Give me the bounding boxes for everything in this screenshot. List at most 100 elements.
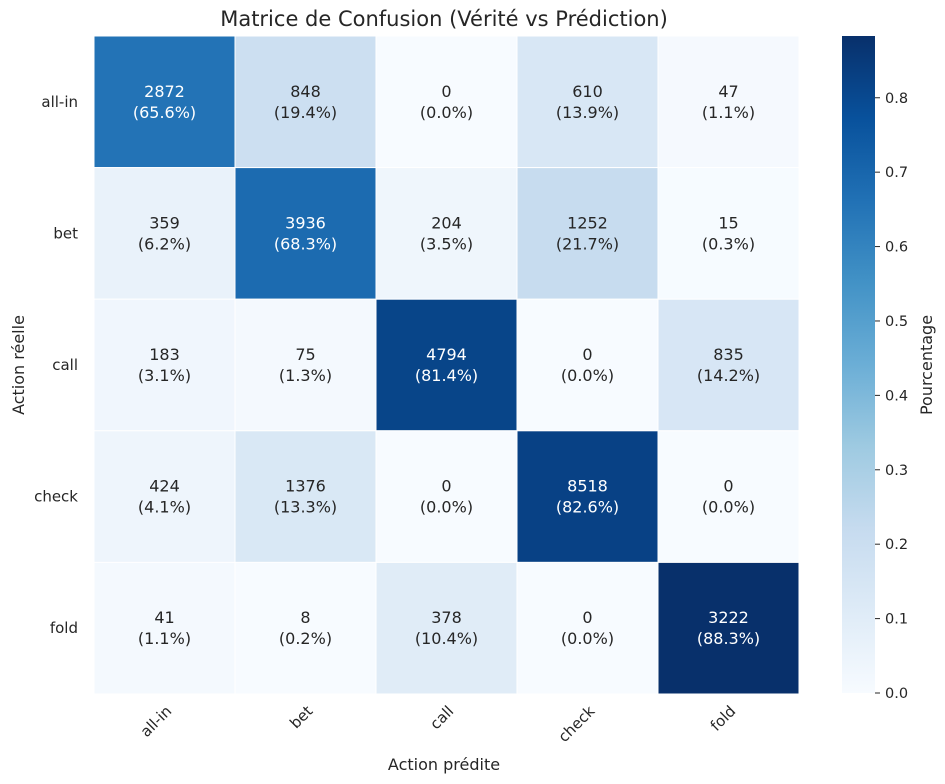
cell-count-label: 0 xyxy=(723,477,733,496)
cell-count-label: 8 xyxy=(300,608,310,627)
cell-percent-label: (65.6%) xyxy=(133,103,196,122)
y-tick-label: bet xyxy=(53,224,78,242)
cell-percent-label: (82.6%) xyxy=(556,498,619,517)
heatmap-cell xyxy=(657,298,800,432)
cell-percent-label: (13.9%) xyxy=(556,103,619,122)
y-tick-label: call xyxy=(52,356,78,374)
heatmap-cell xyxy=(657,430,800,563)
chart-title: Matrice de Confusion (Vérité vs Prédicti… xyxy=(220,7,668,31)
colorbar-label: Pourcentage xyxy=(917,315,936,415)
heatmap-cell xyxy=(657,167,800,300)
cell-percent-label: (0.0%) xyxy=(561,629,614,648)
colorbar-tick-label: 0.3 xyxy=(885,463,908,479)
cell-percent-label: (3.1%) xyxy=(138,366,191,385)
y-tick-labels: all-in bet call check fold xyxy=(34,93,78,637)
cell-percent-label: (3.5%) xyxy=(420,234,473,253)
cell-count-label: 359 xyxy=(149,213,180,232)
x-tick-label: fold xyxy=(707,702,740,735)
cell-count-label: 610 xyxy=(572,82,603,101)
colorbar-tick-label: 0.7 xyxy=(885,165,908,181)
heatmap-cell xyxy=(375,35,518,169)
cell-percent-label: (1.1%) xyxy=(138,629,191,648)
x-tick-label: check xyxy=(555,702,599,746)
cell-count-label: 4794 xyxy=(426,345,467,364)
cell-count-label: 204 xyxy=(431,213,462,232)
heatmap-cell xyxy=(375,561,518,695)
cell-count-label: 848 xyxy=(290,82,321,101)
heatmap-cell xyxy=(234,561,377,695)
heatmap-cell xyxy=(516,35,659,169)
y-tick-label: check xyxy=(34,488,78,506)
cell-count-label: 41 xyxy=(154,608,174,627)
cell-percent-label: (10.4%) xyxy=(415,629,478,648)
cell-percent-label: (0.3%) xyxy=(702,234,755,253)
colorbar-tick-label: 0.2 xyxy=(885,537,908,553)
cell-count-label: 1252 xyxy=(567,213,608,232)
cell-count-label: 1376 xyxy=(285,477,326,496)
heatmap-cell xyxy=(234,35,377,169)
cell-count-label: 75 xyxy=(295,345,315,364)
cell-count-label: 3936 xyxy=(285,213,326,232)
cell-count-label: 0 xyxy=(582,345,592,364)
heatmap-cell xyxy=(516,298,659,432)
heatmap-cells xyxy=(93,35,800,695)
x-tick-label: bet xyxy=(286,702,316,732)
cell-percent-label: (4.1%) xyxy=(138,498,191,517)
heatmap-cell xyxy=(93,561,236,695)
cell-count-label: 15 xyxy=(718,213,738,232)
colorbar-tick-label: 0.6 xyxy=(885,240,908,256)
y-axis-label: Action réelle xyxy=(9,315,28,415)
heatmap-cell xyxy=(93,167,236,300)
cell-percent-label: (0.0%) xyxy=(420,103,473,122)
cell-count-label: 8518 xyxy=(567,477,608,496)
heatmap-cell xyxy=(93,35,236,169)
cell-percent-label: (88.3%) xyxy=(697,629,760,648)
colorbar-tick-label: 0.8 xyxy=(885,91,908,107)
cell-count-label: 0 xyxy=(441,477,451,496)
heatmap-cell xyxy=(93,430,236,563)
y-tick-label: fold xyxy=(50,619,78,637)
cell-percent-label: (0.0%) xyxy=(420,498,473,517)
heatmap-cell xyxy=(375,167,518,300)
cell-percent-label: (14.2%) xyxy=(697,366,760,385)
cell-percent-label: (21.7%) xyxy=(556,234,619,253)
cell-percent-label: (19.4%) xyxy=(274,103,337,122)
heatmap-cell xyxy=(234,430,377,563)
x-tick-label: all-in xyxy=(137,702,176,741)
heatmap-cell xyxy=(657,561,800,695)
cell-count-label: 3222 xyxy=(708,608,749,627)
colorbar-tick-label: 0.5 xyxy=(885,314,908,330)
cell-count-label: 183 xyxy=(149,345,180,364)
cell-percent-label: (1.3%) xyxy=(279,366,332,385)
colorbar-tick-label: 0.1 xyxy=(885,612,908,628)
heatmap-cell xyxy=(516,561,659,695)
cell-percent-label: (68.3%) xyxy=(274,234,337,253)
cell-count-label: 2872 xyxy=(144,82,185,101)
cell-count-label: 835 xyxy=(713,345,744,364)
heatmap-cell xyxy=(234,167,377,300)
x-axis-label: Action prédite xyxy=(388,755,500,774)
cell-percent-label: (81.4%) xyxy=(415,366,478,385)
colorbar xyxy=(842,36,875,693)
heatmap-cell-labels: 2872 (65.6%) 848 (19.4%) 0 (0.0%) 610 (13.9%) 47… xyxy=(133,82,760,648)
y-tick-label: all-in xyxy=(41,93,78,111)
colorbar-tick-label: 0.0 xyxy=(885,686,908,702)
cell-percent-label: (0.2%) xyxy=(279,629,332,648)
cell-percent-label: (0.0%) xyxy=(702,498,755,517)
x-tick-label: call xyxy=(426,702,457,733)
heatmap-cell xyxy=(375,430,518,563)
x-tick-labels: all-in bet call check fold xyxy=(137,702,740,746)
colorbar-tick-label: 0.4 xyxy=(885,388,908,404)
heatmap-cell xyxy=(375,298,518,432)
cell-count-label: 47 xyxy=(718,82,738,101)
cell-count-label: 0 xyxy=(582,608,592,627)
cell-percent-label: (13.3%) xyxy=(274,498,337,517)
cell-count-label: 0 xyxy=(441,82,451,101)
heatmap-cell xyxy=(657,35,800,169)
cell-percent-label: (0.0%) xyxy=(561,366,614,385)
cell-percent-label: (6.2%) xyxy=(138,234,191,253)
cell-percent-label: (1.1%) xyxy=(702,103,755,122)
heatmap-cell xyxy=(516,167,659,300)
cell-count-label: 424 xyxy=(149,477,180,496)
